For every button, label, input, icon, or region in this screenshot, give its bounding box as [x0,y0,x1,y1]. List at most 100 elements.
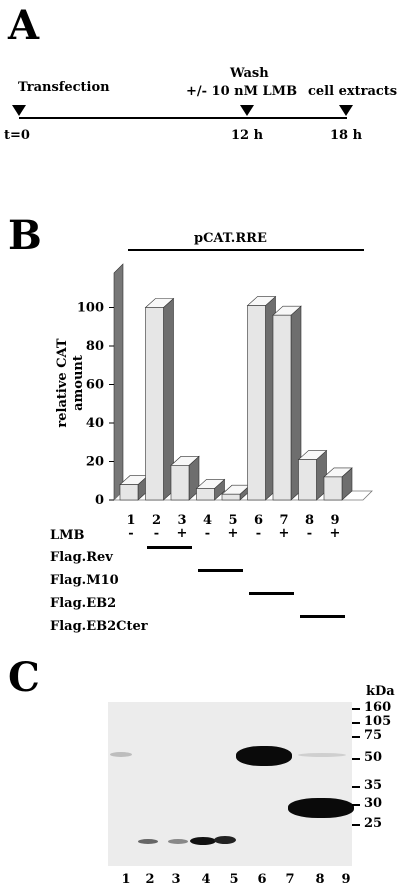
band-lane5-low [214,836,236,844]
x-tick-label: 6 [254,513,263,528]
panel-b-label: B [8,212,42,259]
wash-label: Wash [230,66,269,81]
marker-tick [352,804,360,806]
bar [272,305,302,501]
timeline-axis [19,117,347,119]
transfection-arrow [12,105,26,116]
lmb-sign: + [176,526,188,541]
lane-label: 5 [229,872,239,887]
condition-bar [299,615,345,618]
marker-tick [352,758,360,760]
panel-c-label: C [8,654,40,701]
bar [323,467,353,501]
band-lane1-50kda [110,752,132,757]
bar-front [272,314,292,501]
x-tick-label: 8 [305,513,314,528]
band-lane4-low [190,837,216,845]
condition-label: Flag.M10 [50,573,119,588]
bar-front [196,488,215,501]
kda-unit-label: kDa [366,684,395,699]
marker-label: 160 [364,700,392,715]
band-lane3-low [168,839,188,844]
lane-label: 1 [121,872,131,887]
lmb-sign: + [278,526,290,541]
lmb-row-label: LMB [50,528,85,543]
bar [170,455,200,501]
chart-back-wall [113,263,124,501]
bar [144,297,175,501]
y-tick-label: 0 [95,493,104,508]
time-zero-label: t=0 [4,128,30,143]
y-axis-label-line2: amount [71,355,86,411]
lmb-treatment-label: +/- 10 nM LMB [186,84,298,99]
lmb-sign: + [329,526,341,541]
bar-front [221,493,241,501]
lmb-sign: - [153,526,160,541]
x-tick-label: 7 [279,513,288,528]
condition-bar [146,546,192,549]
y-tick-label: 80 [86,339,104,354]
bar-front [323,476,343,501]
marker-label: 50 [364,750,383,765]
lmb-sign: + [227,526,239,541]
lmb-sign: - [128,526,134,541]
y-tick-label: 40 [86,416,104,431]
bar [297,449,328,501]
marker-tick [352,824,360,826]
condition-label: Flag.Rev [50,550,113,565]
panel-a-label: A [8,2,40,49]
marker-tick [352,708,360,710]
chart-title: pCAT.RRE [194,231,267,246]
transfection-label: Transfection [18,80,110,95]
lane-label: 6 [257,872,267,887]
band-lanes6-7-50kda [236,746,292,766]
bar [246,295,277,501]
bar-front [298,459,317,501]
title-bracket-line [128,249,364,251]
lane-label: 9 [341,872,351,887]
time-18h-label: 18 h [330,128,363,143]
lane-label: 3 [171,872,181,887]
marker-tick [352,722,360,724]
lmb-sign: - [204,526,211,541]
x-tick-label: 4 [203,513,212,528]
marker-label: 35 [364,778,383,793]
x-tick-label: 2 [152,513,161,528]
marker-label: 25 [364,816,383,831]
y-tick-label: 20 [86,455,104,470]
condition-bar [248,592,294,595]
bar-front [170,465,190,501]
extracts-arrow [339,105,353,116]
lane-label: 2 [145,872,155,887]
bar [195,478,226,501]
marker-label: 30 [364,796,383,811]
x-tick-label: 1 [126,513,135,528]
x-tick-label: 3 [177,513,186,528]
band-lane2-low [138,839,158,844]
bar-front [145,307,164,501]
x-tick-label: 5 [228,513,237,528]
bar [119,474,149,501]
condition-label: Flag.EB2Cter [50,619,148,634]
lmb-sign: - [306,526,313,541]
lane-label: 4 [201,872,211,887]
y-tick-label: 100 [77,301,104,316]
marker-tick [352,786,360,788]
y-axis-label-line1: relative CAT [55,338,70,427]
lane-label: 8 [315,872,325,887]
band-lanes8-9-30kda [288,798,354,818]
wash-arrow [240,105,254,116]
y-tick-label: 60 [86,378,104,393]
lmb-sign: - [255,526,262,541]
marker-label: 75 [364,728,383,743]
x-tick-label: 9 [330,513,339,528]
time-12h-label: 12 h [231,128,264,143]
cell-extracts-label: cell extracts [308,84,398,99]
condition-bar [197,569,243,572]
bar-front [247,305,266,501]
marker-tick [352,736,360,738]
bar-front [119,484,139,501]
bar-chart: 0 20 40 60 80 100 1 2 3 4 5 6 7 8 9 relative CAT amou… [55,263,373,528]
lane-label: 7 [285,872,295,887]
band-lane8-50kda-faint [298,753,346,757]
